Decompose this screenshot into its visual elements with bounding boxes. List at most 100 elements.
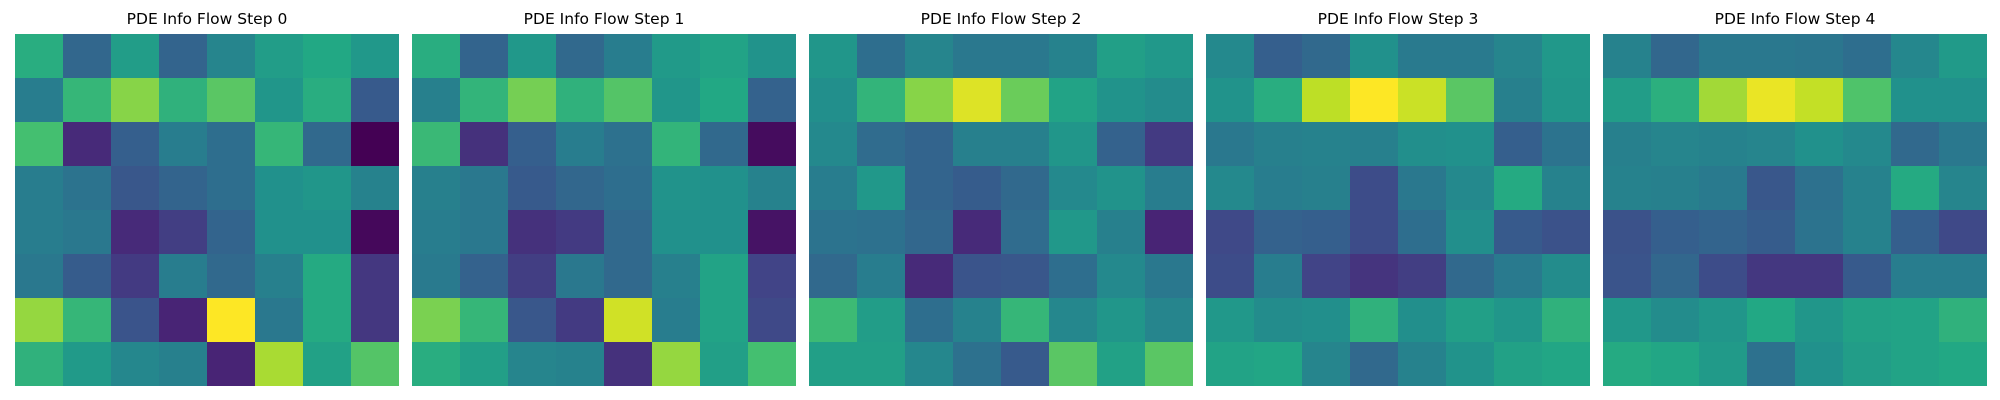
panel-title: PDE Info Flow Step 1 bbox=[523, 10, 685, 28]
heatmap-cell-r3-c7 bbox=[1542, 166, 1590, 211]
heatmap-cell-r5-c5 bbox=[1446, 254, 1495, 299]
heatmap-cell-r4-c1 bbox=[460, 210, 509, 255]
heatmap-cell-r6-c2 bbox=[111, 298, 160, 343]
heatmap-cell-r3-c2 bbox=[1302, 166, 1351, 211]
heatmap-cell-r1-c2 bbox=[111, 78, 160, 123]
heatmap-cell-r1-c4 bbox=[207, 78, 256, 123]
heatmap-cell-r6-c7 bbox=[351, 298, 399, 343]
heatmap-cell-r4-c1 bbox=[857, 210, 906, 255]
heatmap-cell-r2-c1 bbox=[460, 122, 509, 167]
heatmap-cell-r6-c6 bbox=[303, 298, 352, 343]
heatmap-cell-r6-c2 bbox=[1302, 298, 1351, 343]
heatmap-cell-r3-c1 bbox=[63, 166, 112, 211]
heatmap-cell-r0-c6 bbox=[1097, 34, 1146, 79]
heatmap-cell-r7-c4 bbox=[604, 342, 653, 386]
heatmap-cell-r0-c2 bbox=[905, 34, 954, 79]
heatmap-cell-r2-c3 bbox=[159, 122, 208, 167]
heatmap-cell-r1-c3 bbox=[1350, 78, 1399, 123]
heatmap-cell-r7-c0 bbox=[1206, 342, 1255, 386]
heatmap-cell-r6-c4 bbox=[1001, 298, 1050, 343]
heatmap-cell-r1-c1 bbox=[460, 78, 509, 123]
heatmap-cell-r2-c0 bbox=[412, 122, 461, 167]
heatmap-cell-r3-c1 bbox=[460, 166, 509, 211]
heatmap-cell-r6-c5 bbox=[652, 298, 701, 343]
heatmap-cell-r0-c4 bbox=[604, 34, 653, 79]
heatmap-cell-r6-c1 bbox=[1651, 298, 1700, 343]
heatmap-cell-r5-c0 bbox=[1206, 254, 1255, 299]
heatmap-cell-r4-c7 bbox=[1542, 210, 1590, 255]
heatmap-cell-r7-c5 bbox=[1446, 342, 1495, 386]
heatmap-cell-r3-c5 bbox=[1843, 166, 1892, 211]
heatmap-cell-r1-c5 bbox=[652, 78, 701, 123]
heatmap-cell-r5-c2 bbox=[111, 254, 160, 299]
heatmap-cell-r5-c3 bbox=[556, 254, 605, 299]
heatmap-cell-r3-c7 bbox=[351, 166, 399, 211]
heatmap-cell-r1-c4 bbox=[1398, 78, 1447, 123]
heatmap-cell-r3-c3 bbox=[1350, 166, 1399, 211]
heatmap-cell-r3-c0 bbox=[15, 166, 64, 211]
heatmap-cell-r3-c4 bbox=[1398, 166, 1447, 211]
heatmap-cell-r1-c7 bbox=[748, 78, 796, 123]
heatmap-cell-r3-c5 bbox=[1446, 166, 1495, 211]
heatmap-cell-r0-c7 bbox=[1542, 34, 1590, 79]
heatmap-cell-r1-c0 bbox=[1206, 78, 1255, 123]
heatmap-cell-r3-c7 bbox=[748, 166, 796, 211]
heatmap-cell-r7-c3 bbox=[953, 342, 1002, 386]
heatmap-cell-r2-c4 bbox=[604, 122, 653, 167]
panel-title: PDE Info Flow Step 3 bbox=[1317, 10, 1479, 28]
heatmap-cell-r6-c0 bbox=[412, 298, 461, 343]
heatmap-cell-r1-c6 bbox=[1494, 78, 1543, 123]
heatmap-cell-r1-c6 bbox=[303, 78, 352, 123]
heatmap-cell-r7-c7 bbox=[1939, 342, 1987, 386]
heatmap-cell-r0-c3 bbox=[1747, 34, 1796, 79]
heatmap-cell-r4-c6 bbox=[1494, 210, 1543, 255]
heatmap-cell-r0-c1 bbox=[460, 34, 509, 79]
heatmap-cell-r2-c4 bbox=[1398, 122, 1447, 167]
heatmap-cell-r6-c7 bbox=[1542, 298, 1590, 343]
heatmap-cell-r1-c5 bbox=[1843, 78, 1892, 123]
panel-title: PDE Info Flow Step 0 bbox=[126, 10, 288, 28]
heatmap-cell-r5-c6 bbox=[700, 254, 749, 299]
heatmap-cell-r4-c3 bbox=[556, 210, 605, 255]
heatmap-cell-r0-c7 bbox=[1145, 34, 1193, 79]
heatmap-cell-r6-c0 bbox=[15, 298, 64, 343]
heatmap-cell-r2-c2 bbox=[508, 122, 557, 167]
heatmap-cell-r5-c2 bbox=[1699, 254, 1748, 299]
heatmap-cell-r2-c5 bbox=[1049, 122, 1098, 167]
heatmap-cell-r2-c7 bbox=[1542, 122, 1590, 167]
heatmap-cell-r2-c3 bbox=[1350, 122, 1399, 167]
heatmap-cell-r5-c4 bbox=[207, 254, 256, 299]
heatmap-cell-r1-c2 bbox=[905, 78, 954, 123]
heatmap-cell-r1-c2 bbox=[1699, 78, 1748, 123]
heatmap-cell-r5-c6 bbox=[1891, 254, 1940, 299]
heatmap-cell-r5-c1 bbox=[857, 254, 906, 299]
heatmap-cell-r0-c7 bbox=[1939, 34, 1987, 79]
heatmap-cell-r5-c4 bbox=[1398, 254, 1447, 299]
heatmap-cell-r1-c4 bbox=[1001, 78, 1050, 123]
heatmap-cell-r6-c0 bbox=[1603, 298, 1652, 343]
heatmap-cell-r5-c3 bbox=[159, 254, 208, 299]
heatmap-cell-r3-c0 bbox=[412, 166, 461, 211]
heatmap-cell-r1-c3 bbox=[953, 78, 1002, 123]
heatmap-cell-r4-c4 bbox=[207, 210, 256, 255]
heatmap-cell-r2-c3 bbox=[1747, 122, 1796, 167]
heatmap-cell-r2-c7 bbox=[748, 122, 796, 167]
heatmap-cell-r7-c0 bbox=[15, 342, 64, 386]
heatmap-cell-r3-c1 bbox=[1254, 166, 1303, 211]
heatmap-cell-r2-c6 bbox=[303, 122, 352, 167]
heatmap-cell-r5-c1 bbox=[1254, 254, 1303, 299]
heatmap-cell-r4-c2 bbox=[508, 210, 557, 255]
heatmap-cell-r1-c6 bbox=[1097, 78, 1146, 123]
heatmap-cell-r5-c6 bbox=[303, 254, 352, 299]
heatmap-cell-r4-c0 bbox=[1603, 210, 1652, 255]
heatmap-cell-r4-c5 bbox=[255, 210, 304, 255]
heatmap-cell-r0-c1 bbox=[857, 34, 906, 79]
heatmap-cell-r7-c1 bbox=[63, 342, 112, 386]
heatmap-cell-r1-c1 bbox=[1254, 78, 1303, 123]
heatmap-cell-r6-c0 bbox=[1206, 298, 1255, 343]
heatmap-cell-r0-c0 bbox=[1206, 34, 1255, 79]
heatmap-cell-r7-c3 bbox=[556, 342, 605, 386]
heatmap-cell-r5-c7 bbox=[748, 254, 796, 299]
heatmap-cell-r0-c5 bbox=[1843, 34, 1892, 79]
